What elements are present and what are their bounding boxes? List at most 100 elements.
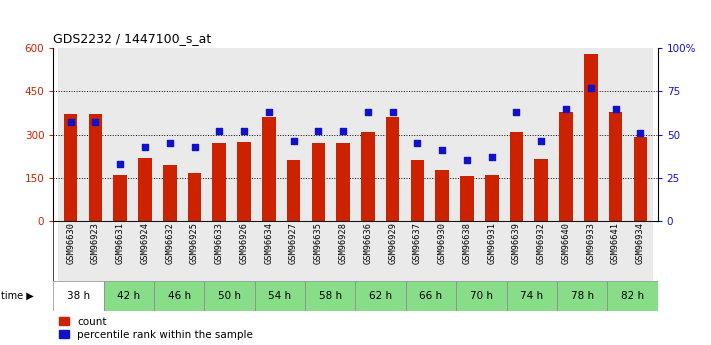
Point: [288, 139, 299, 144]
Bar: [634, 137, 647, 221]
Bar: [479, 48, 504, 221]
Text: GSM96934: GSM96934: [636, 222, 645, 264]
Bar: [535, 159, 548, 221]
Bar: [281, 48, 306, 221]
Bar: [157, 48, 182, 221]
Bar: [108, 221, 132, 281]
Point: [486, 154, 498, 160]
Bar: [83, 221, 108, 281]
Bar: [306, 221, 331, 281]
Bar: [356, 48, 380, 221]
Bar: [154, 281, 205, 310]
Point: [139, 144, 151, 149]
Bar: [182, 221, 207, 281]
Text: 58 h: 58 h: [319, 291, 342, 301]
Bar: [64, 115, 77, 221]
Text: GSM96636: GSM96636: [363, 222, 373, 264]
Text: GSM96929: GSM96929: [388, 222, 397, 264]
Bar: [603, 48, 628, 221]
Bar: [356, 221, 380, 281]
Bar: [504, 221, 529, 281]
Point: [437, 147, 448, 153]
Bar: [104, 281, 154, 310]
Point: [263, 109, 274, 115]
Bar: [163, 165, 176, 221]
Bar: [579, 221, 603, 281]
Bar: [336, 143, 350, 221]
Bar: [113, 175, 127, 221]
Bar: [380, 48, 405, 221]
Bar: [607, 281, 658, 310]
Point: [461, 158, 473, 163]
Text: GSM96630: GSM96630: [66, 222, 75, 264]
Bar: [255, 281, 305, 310]
Bar: [510, 132, 523, 221]
Point: [114, 161, 126, 167]
Text: 82 h: 82 h: [621, 291, 644, 301]
Bar: [557, 281, 607, 310]
Bar: [232, 221, 257, 281]
Bar: [89, 115, 102, 221]
Text: GSM96928: GSM96928: [338, 222, 348, 264]
Bar: [58, 221, 83, 281]
Bar: [257, 48, 281, 221]
Text: GSM96926: GSM96926: [240, 222, 249, 264]
Text: 38 h: 38 h: [67, 291, 90, 301]
Bar: [188, 173, 201, 221]
Text: GSM96932: GSM96932: [537, 222, 546, 264]
Text: 78 h: 78 h: [570, 291, 594, 301]
Bar: [430, 221, 454, 281]
Point: [510, 109, 522, 115]
Text: time ▶: time ▶: [1, 291, 33, 301]
Point: [213, 128, 225, 134]
Bar: [83, 48, 108, 221]
Point: [189, 144, 201, 149]
Text: 54 h: 54 h: [268, 291, 292, 301]
Point: [313, 128, 324, 134]
Bar: [454, 221, 479, 281]
Bar: [281, 221, 306, 281]
Text: GSM96925: GSM96925: [190, 222, 199, 264]
Text: GSM96633: GSM96633: [215, 222, 224, 264]
Bar: [207, 221, 232, 281]
Text: GDS2232 / 1447100_s_at: GDS2232 / 1447100_s_at: [53, 32, 212, 45]
Point: [610, 106, 621, 111]
Point: [238, 128, 250, 134]
Text: GSM96933: GSM96933: [587, 222, 595, 264]
Bar: [331, 221, 356, 281]
Text: GSM96924: GSM96924: [141, 222, 149, 264]
Bar: [579, 48, 603, 221]
Bar: [430, 48, 454, 221]
Bar: [262, 117, 276, 221]
Bar: [132, 221, 157, 281]
Bar: [213, 143, 226, 221]
Bar: [53, 281, 104, 310]
Bar: [405, 221, 430, 281]
Text: 62 h: 62 h: [369, 291, 392, 301]
Point: [338, 128, 349, 134]
Bar: [380, 221, 405, 281]
Bar: [435, 170, 449, 221]
Bar: [157, 221, 182, 281]
Bar: [207, 48, 232, 221]
Text: 70 h: 70 h: [470, 291, 493, 301]
Bar: [361, 132, 375, 221]
Bar: [529, 221, 554, 281]
Point: [387, 109, 398, 115]
Bar: [356, 281, 406, 310]
Bar: [108, 48, 132, 221]
Bar: [257, 221, 281, 281]
Text: GSM96923: GSM96923: [91, 222, 100, 264]
Bar: [485, 175, 498, 221]
Bar: [584, 54, 598, 221]
Text: GSM96632: GSM96632: [165, 222, 174, 264]
Text: 46 h: 46 h: [168, 291, 191, 301]
Point: [635, 130, 646, 136]
Text: GSM96634: GSM96634: [264, 222, 273, 264]
Bar: [628, 221, 653, 281]
Text: GSM96930: GSM96930: [438, 222, 447, 264]
Bar: [311, 143, 325, 221]
Text: 74 h: 74 h: [520, 291, 543, 301]
Bar: [305, 281, 356, 310]
Point: [560, 106, 572, 111]
